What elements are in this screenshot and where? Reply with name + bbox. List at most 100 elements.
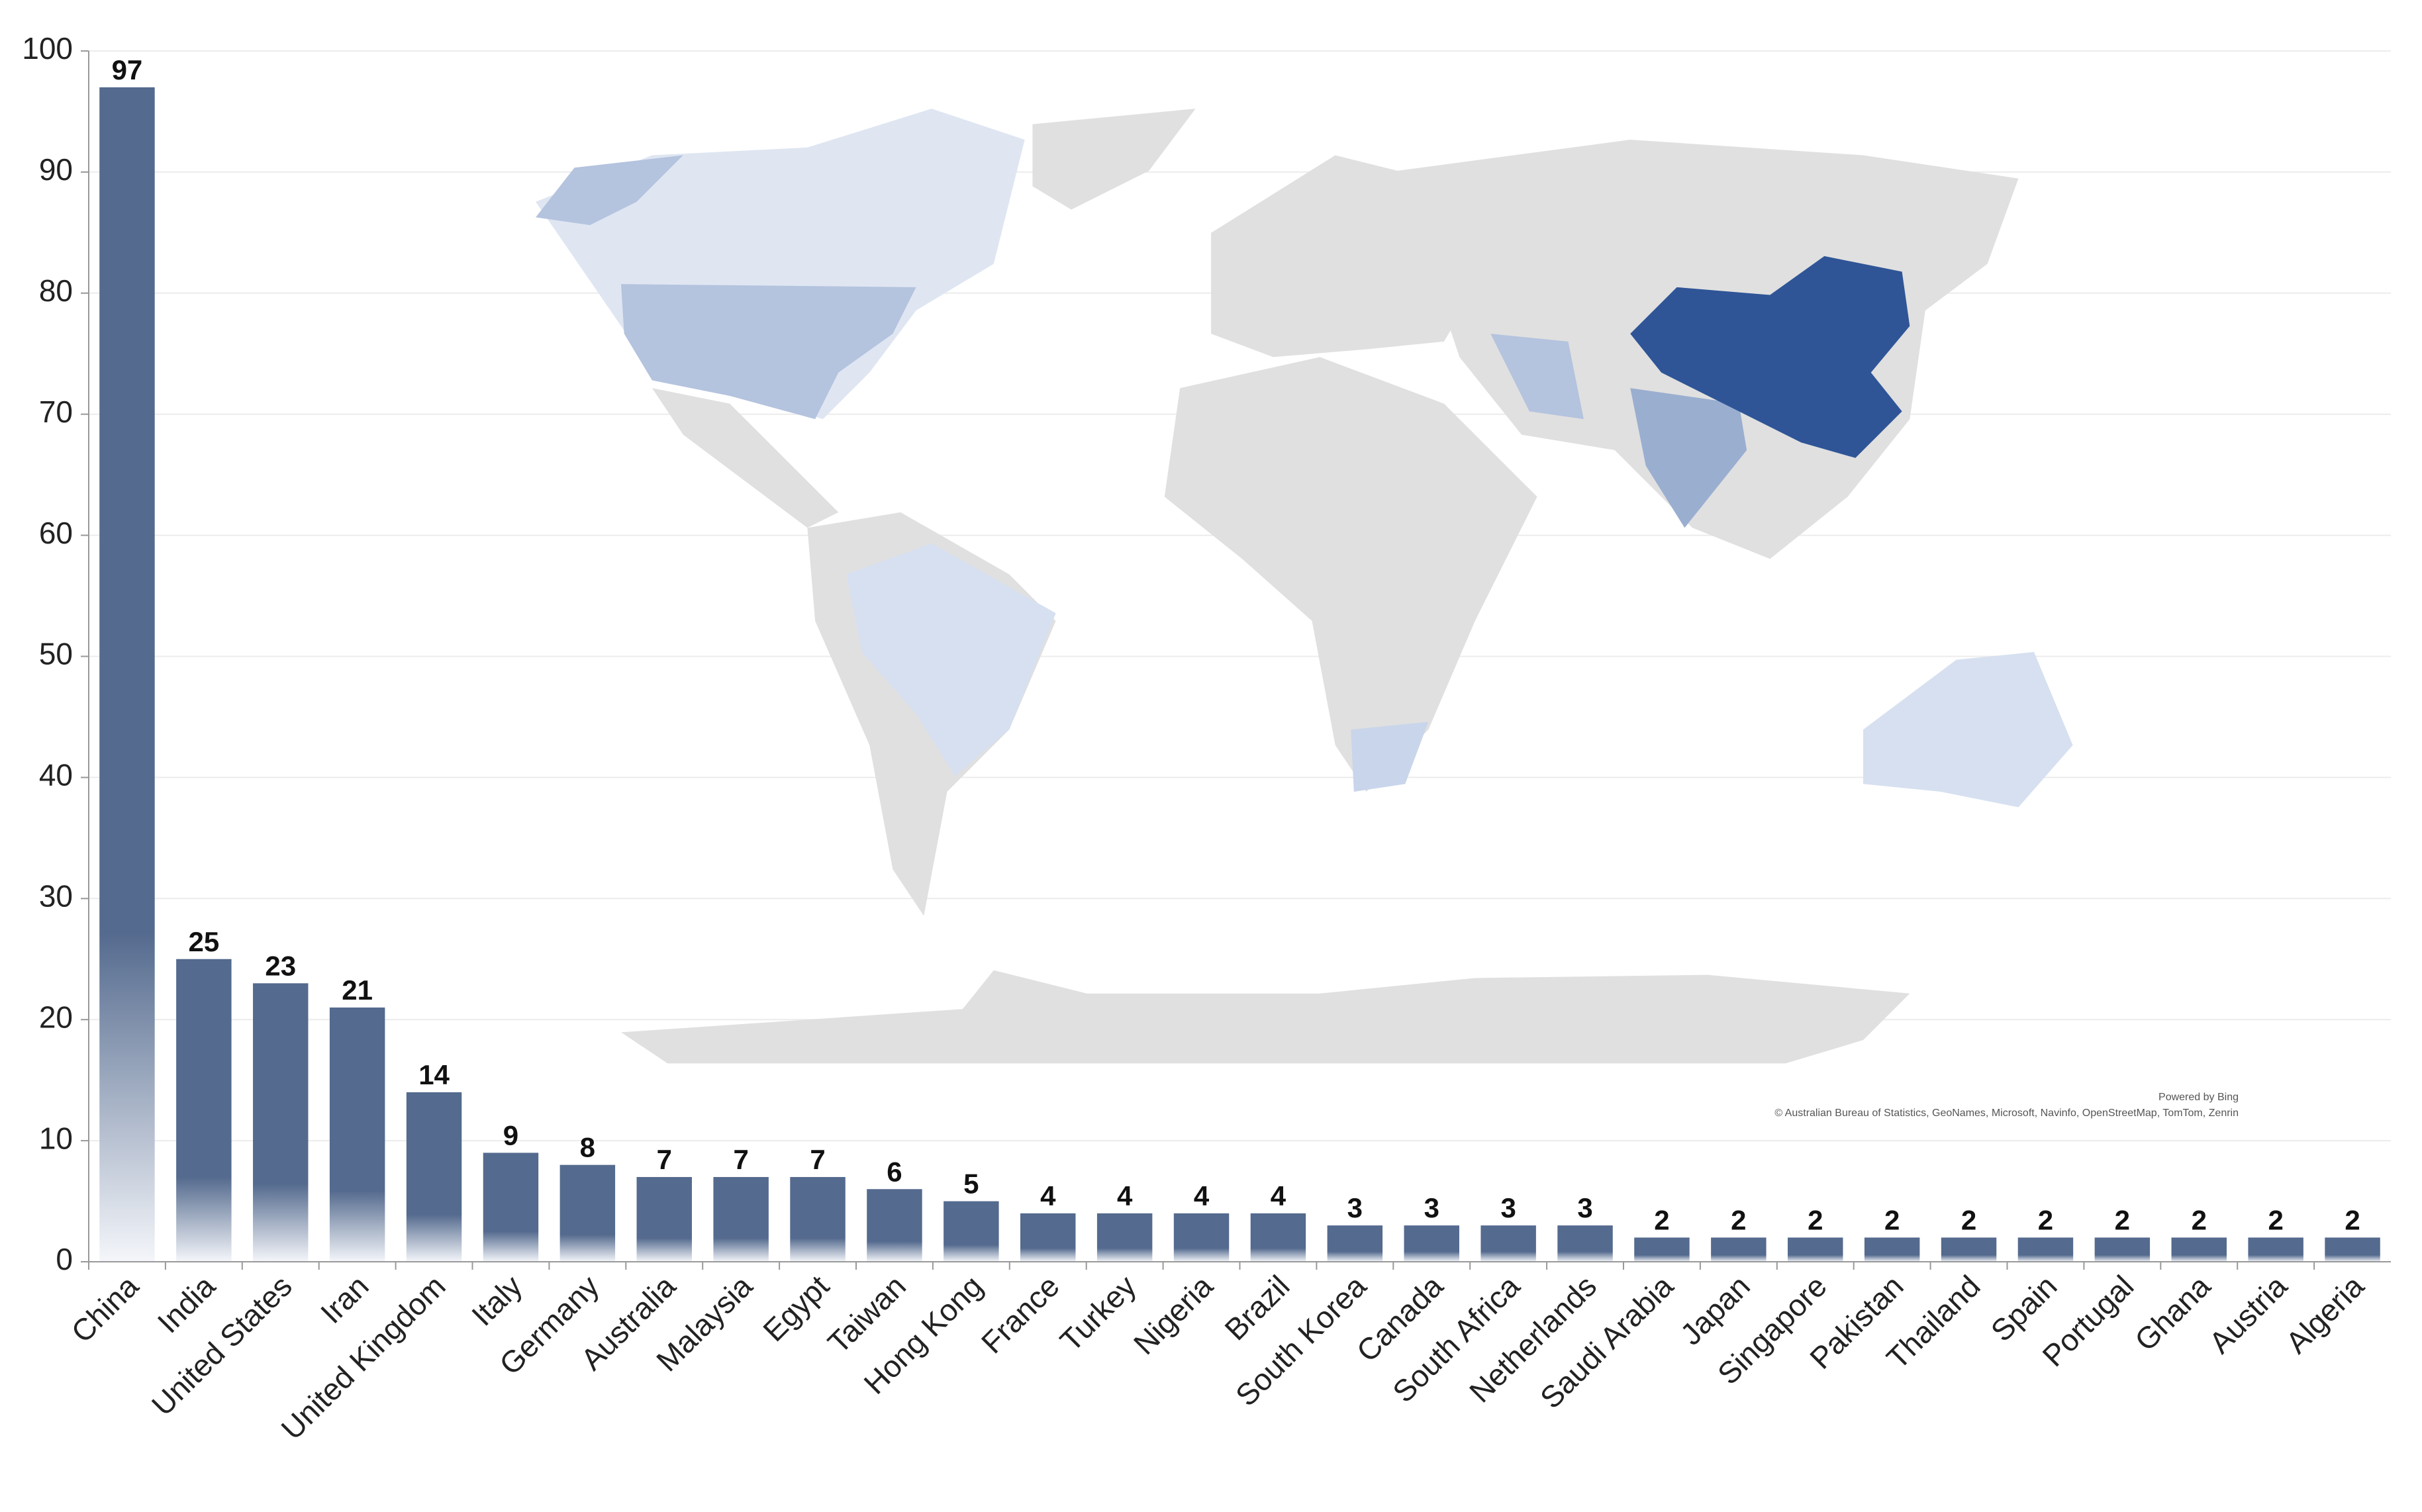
value-label: 2: [2192, 1204, 2207, 1235]
value-label: 23: [265, 950, 296, 981]
map-iran: [1490, 334, 1584, 420]
y-tick-label: 90: [39, 152, 73, 187]
bar: [713, 1176, 769, 1262]
x-tick-label: Ghana: [2128, 1268, 2217, 1358]
value-label: 7: [657, 1144, 672, 1175]
x-tick-label: Algeria: [2279, 1268, 2370, 1360]
map-australia: [1863, 651, 2073, 808]
bar: [2094, 1237, 2151, 1262]
bar: [1250, 1213, 1306, 1262]
y-tick-label: 60: [39, 516, 73, 550]
bar: [483, 1153, 539, 1262]
value-label: 21: [342, 974, 373, 1006]
map-central-america: [652, 388, 839, 528]
map-antarctica: [621, 970, 1910, 1064]
value-label: 2: [1884, 1204, 1900, 1235]
value-label: 4: [1271, 1180, 1286, 1211]
value-label: 25: [188, 926, 219, 957]
x-tick-label: China: [64, 1268, 145, 1349]
x-tick-label: Italy: [465, 1268, 528, 1332]
value-label: 2: [2038, 1204, 2053, 1235]
bar: [176, 959, 232, 1262]
bar: [1788, 1237, 1843, 1262]
value-label: 2: [1731, 1204, 1746, 1235]
map-greenland: [1032, 109, 1196, 210]
value-label: 4: [1194, 1180, 1210, 1211]
map-south-africa: [1351, 722, 1429, 792]
bar: [2017, 1237, 2074, 1262]
value-label: 7: [733, 1144, 748, 1175]
y-tick-label: 10: [39, 1121, 73, 1155]
bar: [944, 1201, 999, 1262]
bar: [559, 1164, 616, 1262]
value-label: 2: [2268, 1204, 2283, 1235]
value-label: 97: [112, 54, 143, 85]
value-label: 5: [963, 1168, 979, 1200]
map-usa: [621, 284, 916, 420]
y-tick-label: 20: [39, 1000, 73, 1034]
bar: [406, 1092, 462, 1262]
map-credit: © Australian Bureau of Statistics, GeoNa…: [1774, 1108, 2239, 1119]
value-label: 3: [1424, 1192, 1439, 1223]
bar: [1557, 1225, 1613, 1262]
value-label: 4: [1117, 1180, 1133, 1211]
value-label: 14: [418, 1059, 450, 1090]
bar: [1864, 1237, 1920, 1262]
y-tick-label: 50: [39, 637, 73, 671]
y-tick-label: 70: [39, 395, 73, 429]
x-tick-label: Nigeria: [1127, 1268, 1220, 1361]
value-label: 2: [1808, 1204, 1823, 1235]
x-tick-label: United States: [145, 1268, 299, 1422]
value-label: 6: [887, 1156, 902, 1187]
bar: [99, 87, 155, 1262]
value-label: 3: [1500, 1192, 1516, 1223]
bar: [867, 1189, 922, 1262]
bar: [1404, 1225, 1459, 1262]
bar: [1480, 1225, 1536, 1262]
value-label: 9: [503, 1119, 518, 1151]
value-label: 3: [1577, 1192, 1592, 1223]
world-map: [536, 109, 2073, 1064]
value-label: 8: [580, 1132, 595, 1163]
value-label: 2: [1654, 1204, 1669, 1235]
bar: [1096, 1213, 1153, 1262]
value-label: 2: [2345, 1204, 2360, 1235]
y-tick-label: 0: [56, 1242, 73, 1276]
y-tick-label: 80: [39, 273, 73, 308]
bar: [1941, 1237, 1997, 1262]
value-label: 3: [1347, 1192, 1363, 1223]
bar: [2248, 1237, 2303, 1262]
map-credit: Powered by Bing: [2158, 1092, 2239, 1103]
bar: [1634, 1237, 1690, 1262]
map-africa: [1164, 357, 1537, 792]
value-label: 2: [2115, 1204, 2130, 1235]
bar: [790, 1176, 846, 1262]
bar: [329, 1007, 385, 1262]
map-china: [1630, 256, 1910, 458]
map-alaska: [536, 155, 683, 226]
bar: [2171, 1237, 2227, 1262]
x-tick-label: India: [151, 1268, 222, 1340]
bar: [1020, 1213, 1076, 1262]
x-tick-label: Austria: [2202, 1268, 2294, 1360]
x-tick-label: Turkey: [1053, 1268, 1143, 1358]
value-label: 4: [1040, 1180, 1056, 1211]
map-brazil: [846, 543, 1056, 777]
bar: [1711, 1237, 1767, 1262]
bar: [1173, 1213, 1230, 1262]
y-tick-label: 100: [22, 31, 73, 66]
bar: [1327, 1225, 1383, 1262]
bar: [253, 983, 309, 1262]
map-india: [1630, 388, 1747, 528]
bar: [2325, 1237, 2380, 1262]
y-tick-label: 30: [39, 878, 73, 913]
y-tick-label: 40: [39, 758, 73, 792]
value-label: 2: [1961, 1204, 1976, 1235]
x-tick-label: France: [975, 1268, 1066, 1360]
x-tick-label: Iran: [314, 1268, 375, 1330]
value-label: 7: [810, 1144, 825, 1175]
bar: [636, 1176, 692, 1262]
x-tick-label: Saudi Arabia: [1533, 1268, 1680, 1415]
